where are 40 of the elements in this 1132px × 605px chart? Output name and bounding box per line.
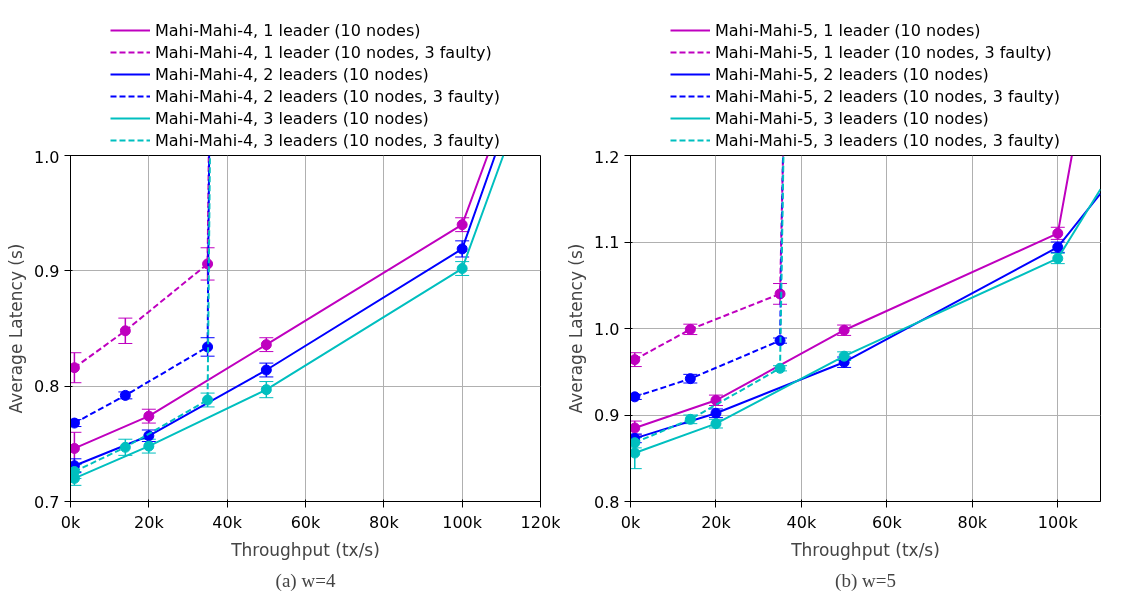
x-tick-label: 80k	[369, 512, 400, 532]
legend-label: Mahi-Mahi-4, 2 leaders (10 nodes)	[155, 64, 429, 84]
x-tick-label: 60k	[290, 512, 322, 532]
x-tick-label: 20k	[701, 512, 732, 532]
y-axis-title: Average Latency (s)	[6, 243, 27, 414]
legend-label: Mahi-Mahi-5, 3 leaders (10 nodes, 3 faulty)	[715, 130, 1061, 150]
x-tick-label: 60k	[872, 512, 903, 532]
x-tick-label: 80k	[957, 512, 988, 532]
x-axis-title: Throughput (tx/s)	[230, 539, 380, 560]
x-tick-label: 0k	[60, 512, 81, 532]
x-tick-label: 20k	[134, 512, 165, 532]
y-tick-label: 1.0	[594, 319, 620, 339]
y-tick-label: 1.0	[34, 147, 60, 167]
legend-label: Mahi-Mahi-5, 2 leaders (10 nodes)	[715, 64, 989, 84]
y-tick-label: 0.8	[594, 492, 620, 512]
legend-label: Mahi-Mahi-4, 1 leader (10 nodes)	[155, 20, 421, 40]
text: (b) w=5	[835, 569, 896, 592]
legend-label: Mahi-Mahi-5, 3 leaders (10 nodes)	[715, 108, 989, 128]
x-tick-label: 100k	[1037, 512, 1079, 532]
y-tick-label: 0.9	[34, 261, 60, 281]
legend-label: Mahi-Mahi-4, 3 leaders (10 nodes, 3 faulty)	[155, 130, 501, 150]
x-tick-label: 100k	[442, 512, 483, 532]
legend-label: Mahi-Mahi-5, 2 leaders (10 nodes, 3 faulty)	[715, 86, 1061, 106]
y-axis-title: Average Latency (s)	[566, 243, 587, 414]
legend-label: Mahi-Mahi-5, 1 leader (10 nodes, 3 faulty)	[715, 42, 1052, 62]
text: (a) w=4	[275, 569, 336, 592]
y-tick-label: 1.1	[594, 233, 620, 252]
legend-label: Mahi-Mahi-4, 3 leaders (10 nodes)	[155, 108, 429, 128]
x-tick-label: 40k	[786, 512, 817, 532]
x-axis-title: Throughput (tx/s)	[790, 539, 940, 560]
y-tick-label: 0.7	[34, 492, 60, 512]
legend-label: Mahi-Mahi-5, 1 leader (10 nodes)	[715, 20, 981, 40]
y-tick-label: 0.8	[34, 377, 60, 397]
y-tick-label: 0.9	[594, 406, 620, 425]
y-tick-label: 1.2	[594, 147, 620, 167]
legend-label: Mahi-Mahi-4, 1 leader (10 nodes, 3 faulty)	[155, 42, 492, 62]
x-tick-label: 120k	[520, 512, 562, 532]
x-tick-label: 0k	[620, 512, 641, 532]
x-tick-label: 40k	[212, 512, 243, 532]
legend-label: Mahi-Mahi-4, 2 leaders (10 nodes, 3 faulty)	[155, 86, 501, 106]
